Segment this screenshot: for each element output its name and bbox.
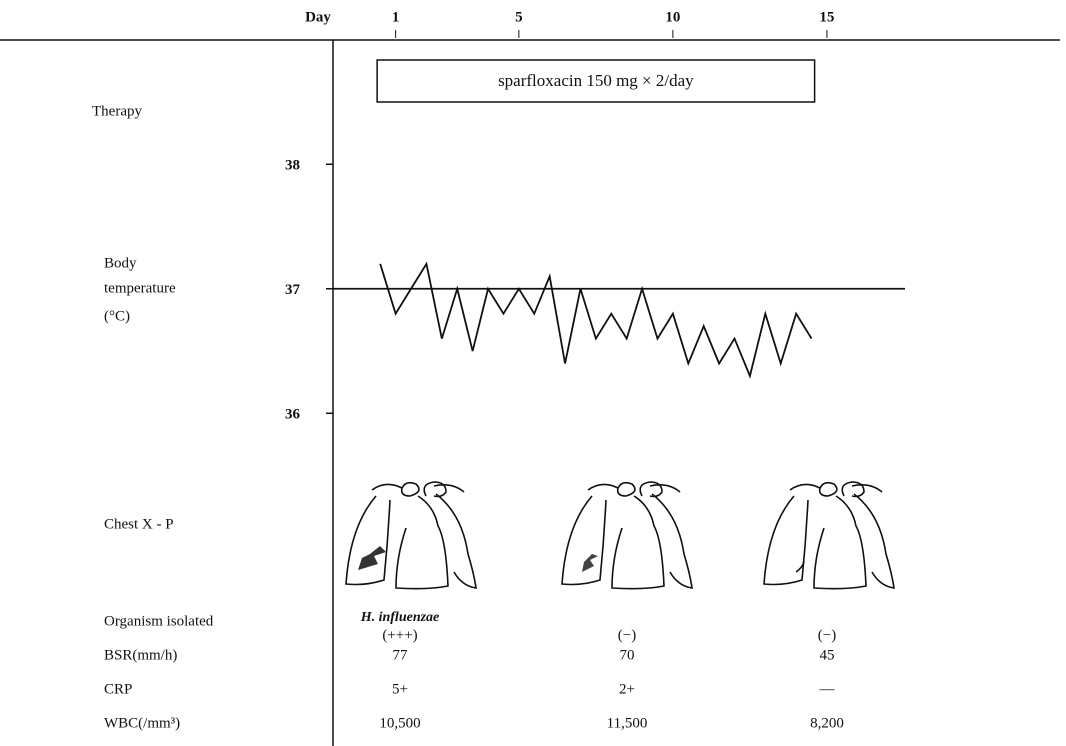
chest-xray-image bbox=[562, 482, 692, 589]
x-tick-label: 15 bbox=[819, 9, 834, 25]
bsr-value: 70 bbox=[620, 647, 635, 663]
wbc-value: 8,200 bbox=[810, 715, 844, 731]
organism-growth: (+++) bbox=[382, 627, 417, 643]
row-label: Therapy bbox=[92, 103, 142, 119]
wbc-value: 10,500 bbox=[379, 715, 420, 731]
row-label: Chest X - P bbox=[104, 516, 174, 532]
infiltrate-shading bbox=[582, 554, 598, 572]
row-label: WBC(/mm³) bbox=[104, 715, 180, 731]
organism-name: H. influenzae bbox=[360, 610, 440, 625]
y-axis-label: Body bbox=[104, 255, 137, 271]
clinical-course-chart: Day Body temperature (°C) Therapy Chest … bbox=[0, 0, 1066, 746]
bsr-value: 77 bbox=[393, 647, 409, 663]
y-axis-label: temperature bbox=[104, 280, 176, 296]
chest-xray-image bbox=[346, 482, 476, 589]
wbc-value: 11,500 bbox=[607, 715, 648, 731]
bsr-value: 45 bbox=[820, 647, 835, 663]
x-tick-label: 1 bbox=[392, 9, 400, 25]
y-tick-label: 38 bbox=[285, 158, 300, 174]
organism-growth: (−) bbox=[618, 627, 636, 643]
crp-value: — bbox=[819, 681, 836, 697]
x-tick-label: 5 bbox=[515, 9, 523, 25]
crp-value: 2+ bbox=[619, 681, 635, 697]
chest-xray-image bbox=[764, 482, 894, 589]
infiltrate-shading bbox=[358, 546, 386, 570]
temperature-line bbox=[380, 264, 811, 376]
y-tick-label: 37 bbox=[285, 282, 301, 298]
x-axis-label: Day bbox=[305, 9, 331, 25]
row-label: CRP bbox=[104, 681, 132, 697]
therapy-label: sparfloxacin 150 mg × 2/day bbox=[498, 71, 694, 90]
y-axis-label: (°C) bbox=[104, 308, 130, 324]
crp-value: 5+ bbox=[392, 681, 408, 697]
row-label: Organism isolated bbox=[104, 613, 214, 629]
x-tick-label: 10 bbox=[665, 9, 680, 25]
organism-growth: (−) bbox=[818, 627, 836, 643]
y-tick-label: 36 bbox=[285, 407, 301, 423]
row-label: BSR(mm/h) bbox=[104, 647, 177, 663]
